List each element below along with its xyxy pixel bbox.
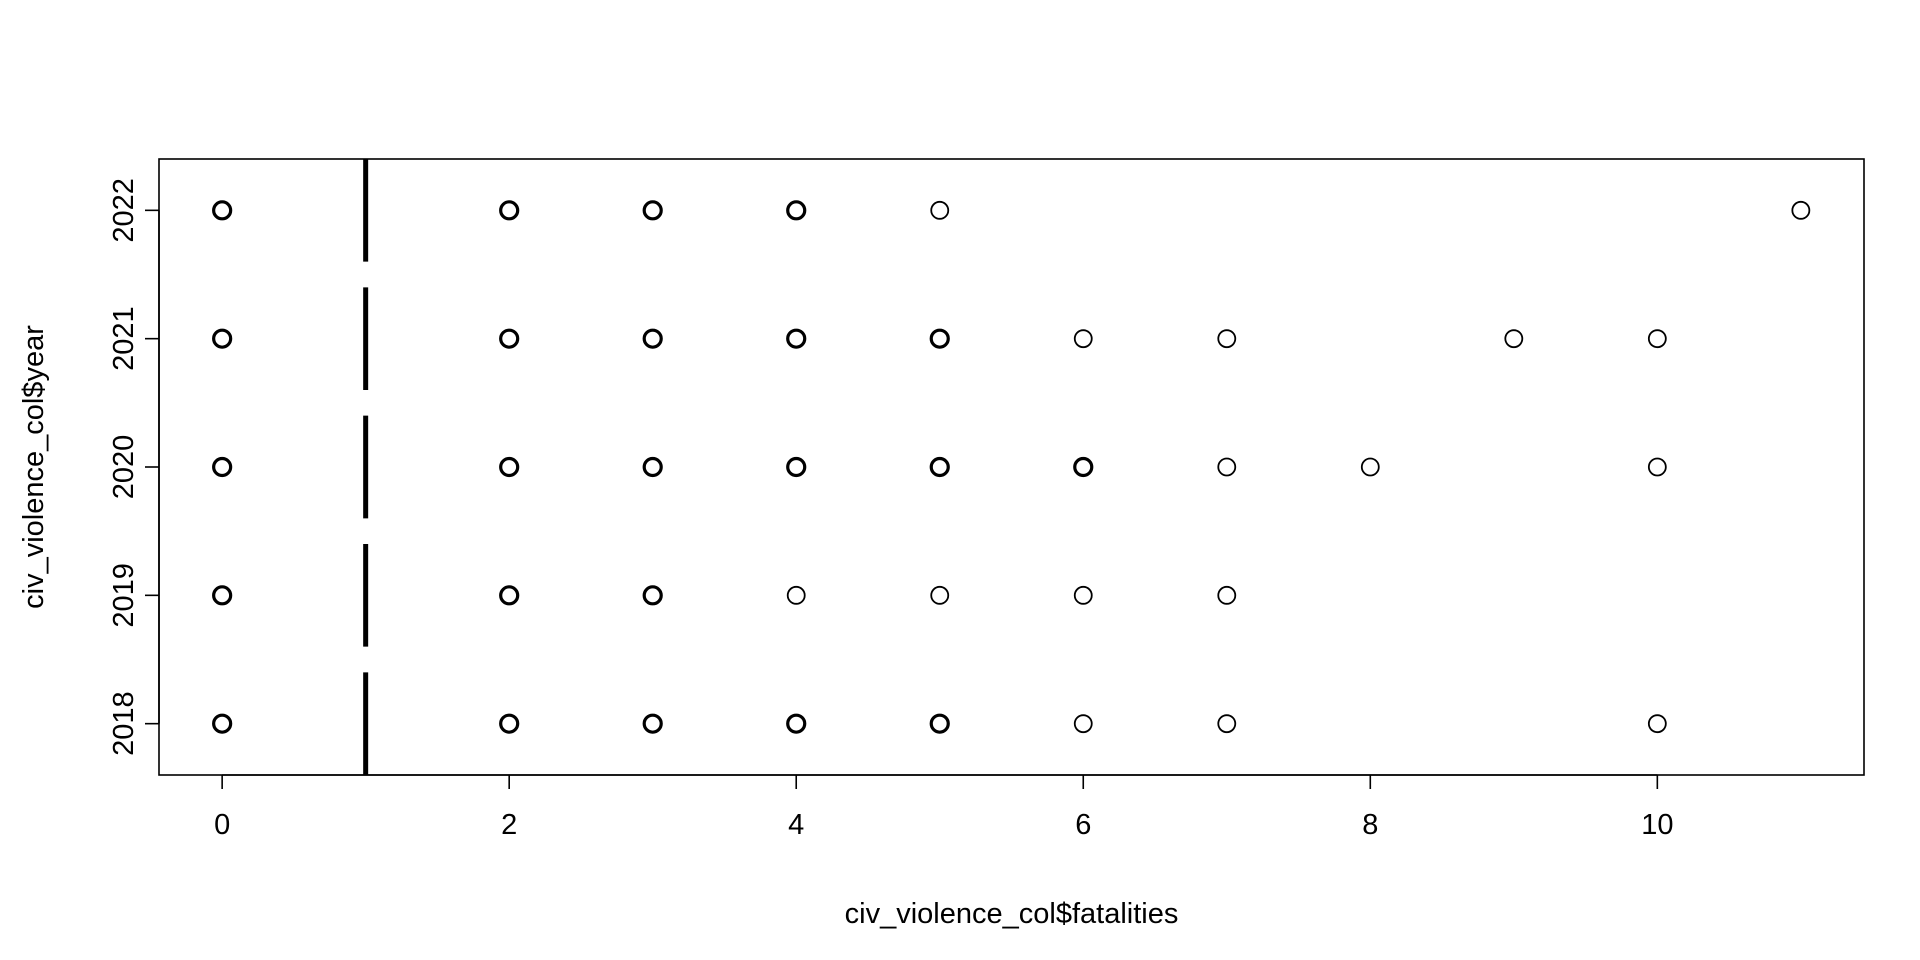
data-point: [1647, 714, 1667, 734]
x-tick-label: 4: [788, 809, 804, 841]
data-point: [642, 456, 663, 478]
y-tick-label: 2018: [108, 691, 140, 756]
data-points: [212, 159, 1811, 775]
data-point: [929, 328, 950, 349]
data-point: [786, 328, 807, 349]
y-tick-label: 2020: [108, 435, 140, 500]
x-axis: 0 2 4 6 8 10: [214, 774, 1673, 841]
data-point: [499, 713, 520, 734]
data-point: [1073, 329, 1093, 349]
data-point: [212, 585, 233, 606]
x-axis-title: civ_violence_col$fatalities: [845, 898, 1179, 930]
data-point: [499, 200, 520, 221]
data-point: [499, 456, 520, 478]
data-point: [212, 456, 233, 478]
x-tick-label: 6: [1075, 809, 1091, 841]
data-point: [1073, 456, 1094, 478]
data-point: [1647, 457, 1667, 477]
x-tick-label: 10: [1641, 809, 1673, 841]
data-point: [642, 713, 663, 734]
data-point: [1360, 457, 1380, 477]
data-point: [1791, 200, 1811, 220]
data-point: [212, 328, 233, 349]
data-point: [1217, 714, 1237, 734]
data-point: [1073, 585, 1093, 605]
data-point: [929, 713, 950, 734]
y-tick-label: 2019: [108, 563, 140, 628]
x-tick-label: 8: [1362, 809, 1378, 841]
data-point: [786, 585, 806, 605]
data-point: [1647, 329, 1667, 349]
data-point: [642, 200, 663, 221]
y-axis-title: civ_violence_col$year: [18, 325, 50, 609]
y-tick-label: 2022: [108, 178, 140, 243]
data-point: [642, 585, 663, 606]
data-point: [929, 456, 950, 478]
data-point: [499, 585, 520, 606]
data-point: [212, 713, 233, 734]
data-point: [930, 585, 950, 605]
data-point: [1217, 585, 1237, 605]
data-point: [499, 328, 520, 349]
x-tick-label: 2: [501, 809, 517, 841]
x-tick-label: 0: [214, 809, 230, 841]
data-point: [212, 200, 233, 221]
data-point: [1504, 329, 1524, 349]
data-point: [1217, 329, 1237, 349]
y-axis: 2018 2019 2020 2021 2022: [108, 178, 160, 756]
y-tick-label: 2021: [108, 306, 140, 371]
data-point: [1073, 714, 1093, 734]
data-point: [786, 456, 807, 478]
data-point: [786, 713, 807, 734]
data-point: [786, 200, 807, 221]
data-point: [1217, 457, 1237, 477]
data-point: [930, 200, 950, 220]
data-point: [642, 328, 663, 349]
